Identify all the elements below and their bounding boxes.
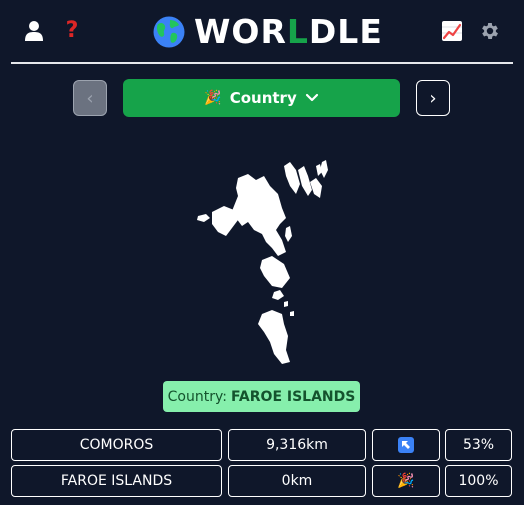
guess-direction (372, 429, 440, 461)
chart-increasing-icon (442, 21, 462, 41)
title-suffix: DLE (308, 12, 383, 51)
party-popper-icon: 🎉 (204, 90, 222, 106)
guess-proximity-percent: 100% (445, 465, 512, 497)
game-mode-dropdown[interactable]: 🎉 Country (123, 79, 400, 117)
arrow-up-left-icon (398, 437, 414, 453)
help-button[interactable]: ? (60, 18, 84, 44)
title-text: WORLDLE (194, 12, 383, 52)
guess-direction: 🎉 (372, 465, 440, 497)
party-popper-icon: 🎉 (397, 473, 415, 489)
faroe-islands-map (197, 160, 328, 364)
user-icon (25, 21, 43, 41)
question-mark-icon: ? (65, 18, 79, 43)
answer-prefix: Country: (167, 388, 227, 405)
gear-icon (482, 23, 498, 39)
guess-country-name: COMOROS (11, 429, 222, 461)
guess-proximity-percent: 53% (445, 429, 512, 461)
guess-distance: 0km (228, 465, 366, 497)
guess-country-name: FAROE ISLANDS (11, 465, 222, 497)
game-mode-label: Country (229, 89, 297, 107)
header-divider (11, 62, 513, 64)
guess-row: COMOROS 9,316km 53% (11, 429, 513, 461)
statistics-button[interactable] (440, 18, 464, 44)
country-silhouette (192, 156, 332, 368)
answer-badge: Country: FAROE ISLANDS (163, 381, 360, 412)
header: ? WORLDLE (0, 0, 524, 64)
settings-button[interactable] (478, 18, 502, 44)
chevron-down-icon (305, 93, 318, 102)
account-button[interactable] (22, 18, 46, 44)
header-right (440, 18, 502, 44)
header-left: ? (22, 18, 84, 44)
next-button[interactable]: › (416, 80, 450, 116)
title-prefix: WOR (194, 12, 287, 51)
chevron-right-icon: › (429, 87, 437, 109)
chevron-left-icon: ‹ (86, 87, 94, 109)
answer-value: FAROE ISLANDS (230, 388, 356, 405)
guess-distance: 9,316km (228, 429, 366, 461)
title-accent: L (286, 12, 309, 51)
previous-button[interactable]: ‹ (73, 80, 107, 116)
guess-row: FAROE ISLANDS 0km 🎉 100% (11, 465, 513, 497)
app-title: WORLDLE (152, 12, 383, 52)
globe-icon (153, 16, 185, 48)
